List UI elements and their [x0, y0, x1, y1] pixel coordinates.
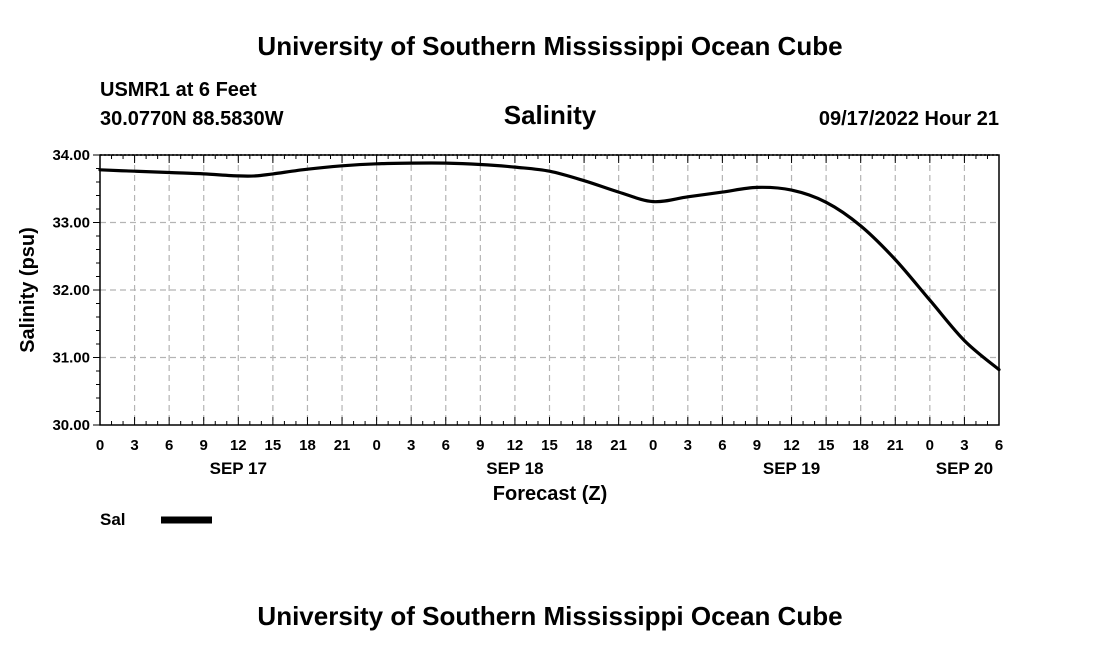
x-axis: 0 3 6 9 12 15 18 21 0 3 6 9 12 15 18 21 0 3 6 9 12 15 18 21 0 3 6S… — [96, 155, 1003, 478]
x-tick-label: 15 — [818, 437, 835, 454]
x-tick-label: 3 — [684, 437, 692, 454]
day-label: SEP 20 — [936, 459, 993, 478]
legend-label: Sal — [100, 510, 126, 529]
x-tick-label: 21 — [610, 437, 627, 454]
chart-title: Salinity — [504, 100, 597, 130]
footer-title: University of Southern Mississippi Ocean… — [257, 601, 842, 631]
x-tick-label: 15 — [265, 437, 282, 454]
x-tick-label: 3 — [407, 437, 415, 454]
x-tick-label: 18 — [576, 437, 593, 454]
x-tick-label: 18 — [299, 437, 316, 454]
plot-frame — [99, 154, 1000, 426]
page-title: University of Southern Mississippi Ocean… — [257, 31, 842, 61]
x-tick-label: 12 — [783, 437, 800, 454]
y-tick-label: 31.00 — [52, 350, 90, 367]
series-line-sal — [98, 161, 1001, 372]
series-layer — [98, 161, 1001, 372]
x-tick-label: 6 — [995, 437, 1003, 454]
x-tick-label: 9 — [476, 437, 484, 454]
x-tick-label: 3 — [960, 437, 968, 454]
x-tick-label: 6 — [165, 437, 173, 454]
x-tick-label: 9 — [753, 437, 761, 454]
x-tick-label: 21 — [334, 437, 351, 454]
datetime-label: 09/17/2022 Hour 21 — [819, 108, 999, 130]
x-tick-label: 0 — [926, 437, 934, 454]
x-tick-label: 21 — [887, 437, 904, 454]
x-tick-label: 0 — [372, 437, 380, 454]
x-tick-label: 3 — [130, 437, 138, 454]
x-tick-label: 6 — [442, 437, 450, 454]
x-tick-label: 18 — [852, 437, 869, 454]
y-tick-label: 34.00 — [52, 147, 90, 164]
x-axis-label: Forecast (Z) — [493, 483, 607, 505]
coords-label: 30.0770N 88.5830W — [100, 108, 284, 130]
y-axis: 30.00 31.00 32.00 33.00 34.00 — [52, 147, 100, 434]
y-tick-label: 30.00 — [52, 417, 90, 434]
grid — [100, 154, 999, 425]
y-tick-label: 33.00 — [52, 215, 90, 232]
station-label: USMR1 at 6 Feet — [100, 79, 257, 101]
y-tick-label: 32.00 — [52, 282, 90, 299]
x-tick-label: 15 — [541, 437, 558, 454]
x-tick-label: 0 — [649, 437, 657, 454]
x-tick-label: 12 — [507, 437, 524, 454]
x-tick-label: 12 — [230, 437, 247, 454]
day-label: SEP 19 — [763, 459, 820, 478]
y-axis-label: Salinity (psu) — [17, 227, 39, 353]
day-label: SEP 18 — [486, 459, 543, 478]
x-tick-label: 9 — [200, 437, 208, 454]
x-tick-label: 6 — [718, 437, 726, 454]
day-label: SEP 17 — [210, 459, 267, 478]
x-tick-label: 0 — [96, 437, 104, 454]
